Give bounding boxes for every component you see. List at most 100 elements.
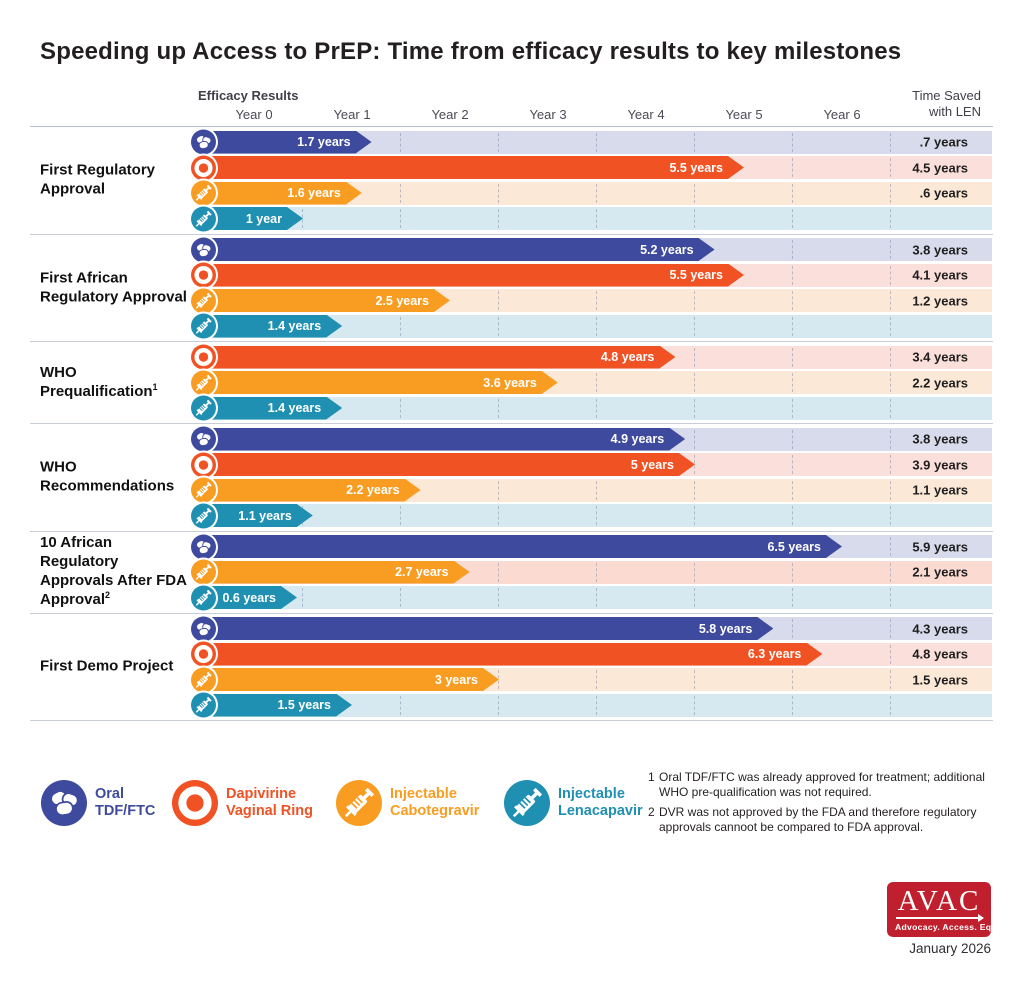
duration-bar: 6.3 years: [205, 643, 822, 666]
milestone-bar-row: 6.5 years 5.9 years: [191, 534, 992, 559]
year-gridline: [890, 670, 891, 689]
duration-bar: 2.7 years: [205, 561, 470, 584]
year-gridline: [596, 132, 597, 152]
year-gridline: [890, 265, 891, 285]
year-gridline: [792, 183, 793, 203]
ring-icon-glyph: [194, 265, 213, 285]
year-gridline: [596, 316, 597, 336]
year-gridline: [694, 588, 695, 607]
milestone-bar-row: 5.5 years 4.5 years: [191, 155, 992, 180]
bar-value-label: 2.2 years: [346, 483, 400, 497]
time-saved-value: .7 years: [919, 134, 968, 150]
ring-icon: [172, 780, 218, 826]
year-gridline: [792, 429, 793, 449]
duration-bar: 5.5 years: [205, 156, 744, 179]
year-gridline: [498, 695, 499, 715]
year-gridline: [596, 670, 597, 689]
year-gridline: [498, 506, 499, 525]
milestone-bar-row: 1.4 years: [191, 313, 992, 339]
year-gridline: [890, 429, 891, 449]
syringe-icon: [191, 288, 216, 313]
syringe-icon-glyph: [195, 696, 212, 713]
ring-icon: [191, 262, 216, 288]
bar-value-label: 2.7 years: [395, 565, 449, 579]
ring-icon: [191, 344, 216, 370]
year-gridline: [596, 209, 597, 228]
year-gridline: [792, 373, 793, 392]
footnote-1-text: Oral TDF/FTC was already approved for tr…: [659, 770, 985, 799]
year-gridline: [400, 398, 401, 418]
year-gridline: [400, 316, 401, 336]
year-gridline: [890, 455, 891, 474]
bar-track: [205, 396, 992, 420]
duration-bar: 4.9 years: [205, 428, 685, 451]
milestone-bar-row: 0.6 years: [191, 585, 992, 610]
group-label: WHO Prequalification1: [40, 363, 192, 402]
time-saved-value: 2.2 years: [912, 375, 968, 390]
pills-icon-glyph: [196, 432, 212, 447]
year-gridline: [890, 183, 891, 203]
syringe-icon-glyph: [195, 399, 212, 416]
milestone-bar-row: 5.8 years 4.3 years: [191, 616, 992, 641]
duration-bar: 6.5 years: [205, 535, 842, 558]
syringe-icon: [504, 780, 550, 826]
year-gridline: [792, 480, 793, 500]
legend-item-cab: Injectable Cabotegravir: [336, 780, 479, 826]
milestone-group: First Regulatory Approval 1.7 years .7 ye…: [30, 127, 993, 235]
ring-icon-glyph: [194, 644, 213, 664]
year-gridline: [890, 240, 891, 259]
year-gridline: [694, 695, 695, 715]
group-label-text: WHO Recommendations: [40, 458, 175, 495]
year-gridline: [400, 506, 401, 525]
syringe-icon: [191, 503, 216, 528]
duration-bar: 0.6 years: [205, 586, 297, 609]
syringe-icon-glyph: [195, 671, 212, 688]
year-gridline: [890, 644, 891, 664]
duration-bar: 5.2 years: [205, 238, 715, 261]
year-gridline: [890, 398, 891, 418]
footnote-marker: 1: [152, 382, 158, 392]
bar-rows: 4.8 years 3.4 years 3.6 years 2.2 years 1.…: [191, 344, 992, 421]
duration-bar: 3 years: [205, 668, 499, 691]
year-gridline: [400, 183, 401, 203]
legend-label: Oral TDF/FTC: [95, 786, 155, 820]
group-label-text: 10 African Regulatory Approvals After FD…: [40, 534, 187, 609]
ring-icon-glyph: [178, 786, 212, 820]
milestone-group: First African Regulatory Approval 5.2 yea…: [30, 235, 993, 342]
pills-icon: [191, 534, 216, 559]
pills-icon: [41, 780, 87, 826]
axis-tick-year-2: Year 2: [431, 107, 469, 122]
time-saved-value: 2.1 years: [912, 564, 968, 580]
syringe-icon: [191, 585, 216, 610]
bar-value-label: 1.4 years: [267, 401, 322, 415]
duration-bar: 5 years: [205, 453, 695, 476]
year-gridline: [890, 347, 891, 367]
year-gridline: [890, 537, 891, 556]
duration-bar: 2.2 years: [205, 479, 421, 502]
avac-logo: AVAC Advocacy. Access. Equity.: [887, 882, 1010, 937]
axis-tick-year-4: Year 4: [627, 107, 665, 122]
year-gridline: [792, 265, 793, 285]
bar-track: [205, 130, 992, 154]
legend-label-line: Injectable: [558, 786, 625, 803]
year-gridline: [890, 480, 891, 500]
bar-value-label: 4.9 years: [610, 432, 665, 446]
time-saved-value: 5.9 years: [912, 539, 968, 554]
bar-value-label: 1.7 years: [297, 135, 351, 149]
year-gridline: [792, 132, 793, 152]
milestone-bar-row: 5.5 years 4.1 years: [191, 262, 992, 288]
time-saved-value: 4.8 years: [912, 646, 968, 662]
year-gridline: [400, 588, 401, 607]
milestone-bar-row: 4.9 years 3.8 years: [191, 426, 992, 452]
axis-title-efficacy-results: Efficacy Results: [198, 88, 299, 103]
year-gridline: [498, 316, 499, 336]
syringe-icon: [191, 395, 216, 421]
bar-track: [205, 504, 992, 527]
year-gridline: [792, 347, 793, 367]
time-saved-value: 4.5 years: [912, 160, 968, 175]
legend-label-line: Cabotegravir: [390, 803, 480, 819]
group-label-text: First Regulatory Approval: [40, 161, 156, 198]
duration-bar: 5.5 years: [205, 264, 744, 287]
milestone-bar-row: 1.1 years: [191, 503, 992, 528]
year-gridline: [792, 619, 793, 638]
